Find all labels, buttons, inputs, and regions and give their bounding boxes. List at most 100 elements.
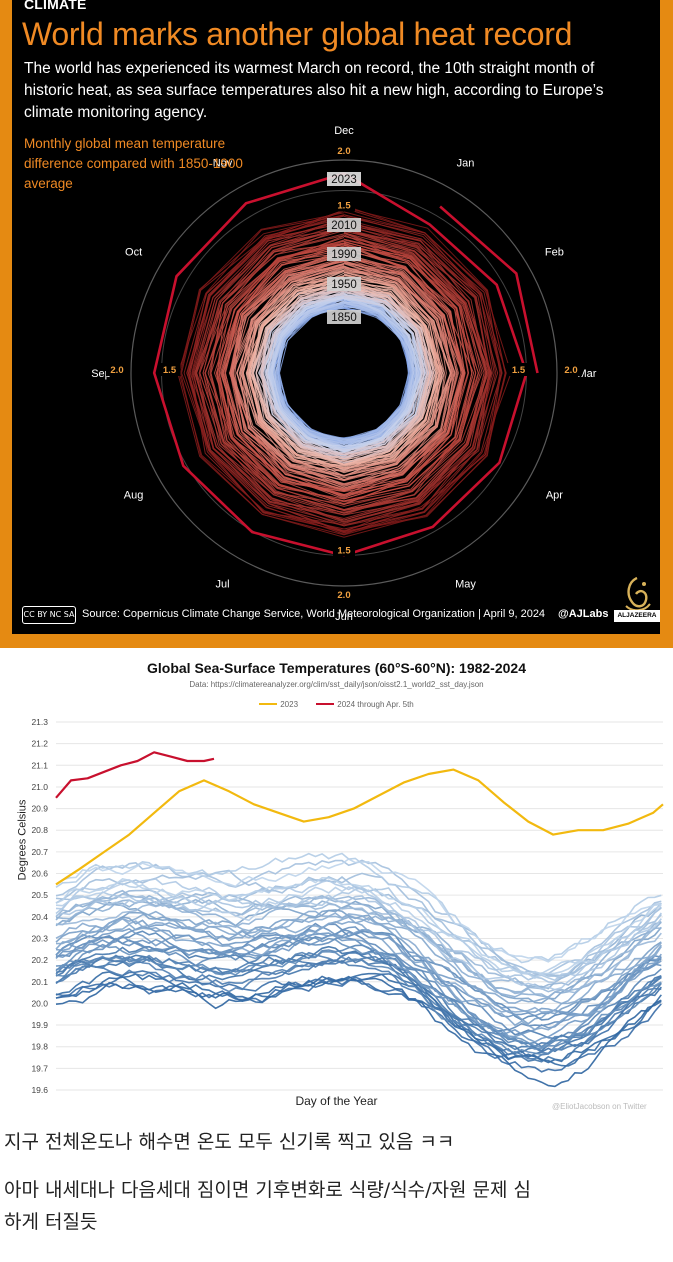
series-line-historic <box>55 971 662 1067</box>
series-line-historic <box>55 876 662 976</box>
series-line-historic <box>55 934 662 1050</box>
year-line-2011 <box>193 217 492 520</box>
year-label-2023: 2023 <box>331 174 357 186</box>
month-label-dec: Dec <box>334 125 354 137</box>
legend-swatch-2024 <box>316 703 335 705</box>
ring-value-label: 1.5 <box>337 201 351 212</box>
x-axis-label: Day of the Year <box>295 1094 378 1108</box>
series-line-historic <box>55 936 662 1049</box>
ring-label-bg <box>158 363 181 376</box>
year-line-2007 <box>195 228 487 523</box>
y-tick-label: 20.8 <box>31 825 48 835</box>
y-tick-label: 21.1 <box>31 760 48 770</box>
series-line-historic <box>55 950 662 1056</box>
month-label-jan: Jan <box>457 158 475 170</box>
y-tick-label: 20.5 <box>31 890 48 900</box>
y-tick-label: 21.0 <box>31 782 48 792</box>
ring-value-label: 2.0 <box>337 590 350 601</box>
y-tick-label: 19.7 <box>31 1063 48 1073</box>
series-line-historic <box>55 926 662 1018</box>
series-line-historic <box>55 916 662 1016</box>
y-tick-label: 20.7 <box>31 847 48 857</box>
radial-temperature-chart: Dec Jan Feb Mar Apr May Jun Jul Aug Sep Oct Nov 2.0 1… <box>91 125 597 623</box>
source-line: Source: Copernicus Climate Change Servic… <box>82 608 546 620</box>
series-line-2024 <box>55 751 215 799</box>
legend-swatch-2023 <box>259 703 278 705</box>
infographic-frame: Dec Jan Feb Mar Apr May Jun Jul Aug Sep Oct Nov 2.0 1… <box>0 0 673 648</box>
y-tick-label: 19.9 <box>31 1020 48 1030</box>
year-line-1945 <box>245 272 438 467</box>
y-tick-label: 20.6 <box>31 869 48 879</box>
year-line-1939 <box>252 276 431 460</box>
legend-item-2024: 2024 through Apr. 5th <box>316 700 414 709</box>
year-line-1968 <box>228 257 454 481</box>
year-line-1951 <box>247 269 444 470</box>
legend-label-2023: 2023 <box>280 699 299 709</box>
series-line-historic <box>55 902 662 994</box>
series-line-historic <box>55 886 662 982</box>
ring-value-label: 1.5 <box>337 546 351 557</box>
month-label-feb: Feb <box>545 247 564 259</box>
sst-chart-title: Global Sea-Surface Temperatures (60°S-60… <box>147 660 526 676</box>
year-line-1985 <box>222 244 464 493</box>
year-label-1950: 1950 <box>331 279 357 291</box>
year-line-2005 <box>199 225 493 516</box>
ajlabs-handle: @AJLabs <box>558 608 609 620</box>
y-tick-label: 20.2 <box>31 955 48 965</box>
year-line-1942 <box>252 274 441 462</box>
deck: The world has experienced its warmest Ma… <box>24 60 604 121</box>
comment-line-2: 아마 내세대나 다음세대 짐이면 기후변화로 식량/식수/자원 문제 심 <box>4 1179 532 1201</box>
sst-plot-area: 21.3 21.2 21.1 21.0 20.9 20.8 20.7 20.6 20.5 20.4… <box>31 717 664 1095</box>
sst-chart-subtitle: Data: https://climatereanalyzer.org/clim… <box>189 680 484 689</box>
radial-chart-subtitle: Monthly global mean temperature differen… <box>24 136 243 191</box>
year-line-2006 <box>194 228 487 513</box>
ring-value-label: 2.0 <box>337 146 350 157</box>
year-line-2023 <box>180 205 512 538</box>
month-label-apr: Apr <box>546 490 563 502</box>
month-label-may: May <box>455 578 476 590</box>
year-label-bg-1850 <box>327 310 361 324</box>
y-tick-label: 20.4 <box>31 912 48 922</box>
year-label-2010: 2010 <box>331 220 357 232</box>
comment-line-3: 하게 터질듯 <box>4 1211 98 1233</box>
year-line-1996 <box>204 235 479 503</box>
y-tick-label: 20.1 <box>31 977 48 987</box>
year-label-bg-2023 <box>327 172 361 186</box>
series-line-2023 <box>55 768 664 886</box>
ring-label-bg <box>333 144 355 157</box>
year-line-2018 <box>191 210 503 530</box>
month-label-nov: Nov <box>213 158 233 170</box>
ring-label-bg <box>333 543 355 557</box>
ring-label-bg <box>333 588 355 601</box>
sst-chart: 21.3 21.2 21.1 21.0 20.9 20.8 20.7 20.6 20.5 20.4… <box>0 654 673 1116</box>
series-line-historic <box>55 910 662 1013</box>
month-label-oct: Oct <box>125 247 142 259</box>
chart-credit: @EliotJacobson on Twitter <box>552 1102 647 1111</box>
month-label-sep: Sep <box>91 368 111 380</box>
month-label-mar: Mar <box>578 368 597 380</box>
series-line-historic <box>55 928 662 1043</box>
series-line-historic <box>55 910 662 1005</box>
year-label-bg-1990 <box>327 247 361 261</box>
ring-value-label: 1.5 <box>512 365 526 376</box>
series-line-historic <box>55 858 662 963</box>
y-tick-label: 19.8 <box>31 1042 48 1052</box>
series-line-historic <box>55 892 662 984</box>
ring-2-0 <box>130 159 558 587</box>
month-label-jun: Jun <box>335 611 353 623</box>
y-axis-label: Degrees Celsius <box>16 799 29 881</box>
year-line-1975 <box>231 257 464 486</box>
y-tick-label: 20.9 <box>31 804 48 814</box>
year-line-2019 <box>183 209 507 535</box>
year-label-1990: 1990 <box>331 249 357 261</box>
infographic-panel: Dec Jan Feb Mar Apr May Jun Jul Aug Sep Oct Nov 2.0 1… <box>12 0 660 634</box>
series-line-2024 <box>439 205 539 374</box>
year-line-2024 <box>178 207 506 533</box>
year-line-2010 <box>198 223 491 521</box>
year-line-2021 <box>181 207 502 532</box>
aljazeera-wordmark: ALJAZEERA <box>614 610 660 622</box>
year-line-1906 <box>270 297 423 450</box>
series-line-historic <box>55 976 662 1073</box>
year-line-1935 <box>255 279 429 458</box>
year-label-1850: 1850 <box>331 312 357 324</box>
